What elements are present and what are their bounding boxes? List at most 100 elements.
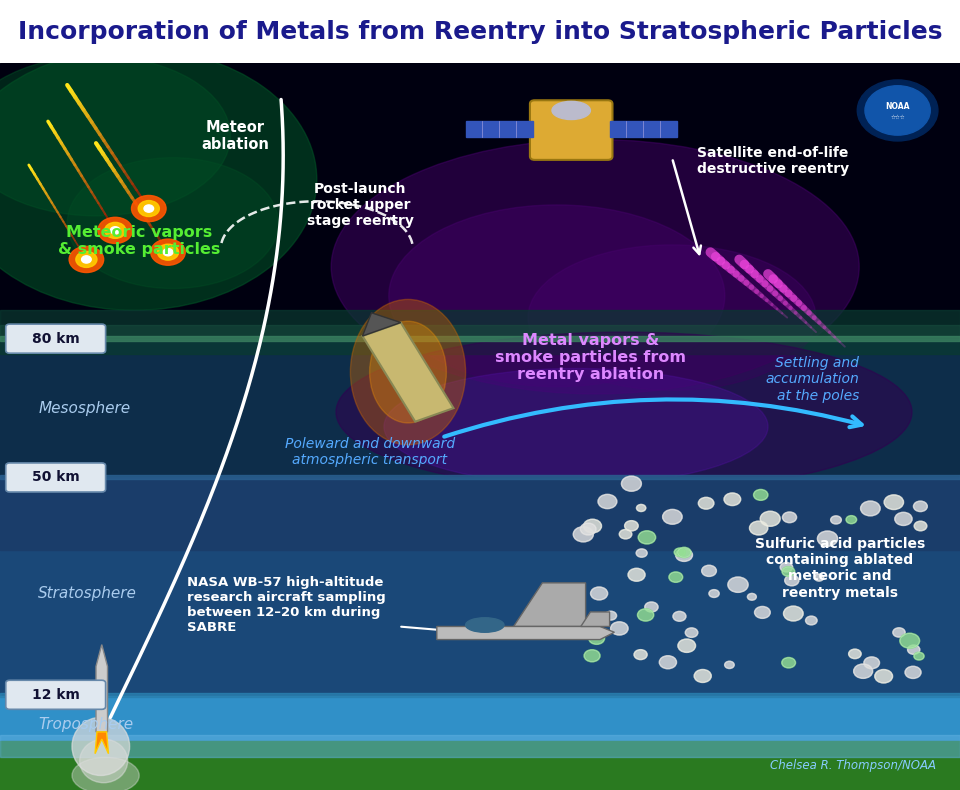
Circle shape — [748, 593, 756, 600]
Circle shape — [676, 548, 692, 562]
Circle shape — [637, 609, 654, 621]
Text: NASA WB-57 high-altitude
research aircraft sampling
between 12–20 km during
SABR: NASA WB-57 high-altitude research aircra… — [187, 576, 386, 634]
Text: Stratosphere: Stratosphere — [38, 586, 137, 601]
Circle shape — [914, 521, 926, 531]
Circle shape — [865, 86, 930, 135]
Circle shape — [782, 566, 795, 577]
Circle shape — [780, 562, 793, 572]
Bar — [0, 693, 960, 697]
Circle shape — [645, 602, 659, 612]
Bar — [0, 735, 960, 758]
Bar — [0, 325, 960, 340]
Text: Settling and
accumulation
at the poles: Settling and accumulation at the poles — [765, 356, 859, 403]
Circle shape — [914, 521, 926, 531]
Bar — [0, 695, 960, 743]
Ellipse shape — [0, 49, 317, 310]
Circle shape — [914, 501, 927, 512]
Circle shape — [638, 531, 656, 544]
Text: Chelsea R. Thompson/NOAA: Chelsea R. Thompson/NOAA — [770, 759, 936, 772]
Circle shape — [69, 246, 104, 273]
Circle shape — [637, 609, 654, 621]
Ellipse shape — [384, 368, 768, 485]
Circle shape — [611, 622, 628, 635]
Circle shape — [163, 249, 173, 256]
Bar — [466, 122, 533, 137]
Ellipse shape — [72, 717, 130, 776]
Bar — [0, 337, 960, 340]
Circle shape — [914, 653, 924, 660]
Text: Mesosphere: Mesosphere — [38, 401, 131, 416]
Circle shape — [584, 519, 602, 533]
Circle shape — [636, 549, 647, 557]
Circle shape — [132, 195, 166, 222]
Circle shape — [853, 664, 873, 679]
Bar — [0, 310, 960, 354]
Circle shape — [817, 531, 838, 546]
Ellipse shape — [389, 205, 725, 386]
Circle shape — [830, 516, 841, 524]
Circle shape — [860, 501, 880, 516]
Circle shape — [817, 531, 838, 546]
Circle shape — [900, 634, 920, 649]
Bar — [0, 475, 960, 479]
Text: Meteor
ablation: Meteor ablation — [202, 119, 269, 152]
Bar — [610, 122, 677, 137]
Ellipse shape — [370, 322, 446, 423]
Circle shape — [849, 649, 861, 659]
Circle shape — [754, 490, 768, 500]
Ellipse shape — [67, 158, 278, 288]
Circle shape — [781, 657, 796, 668]
Circle shape — [144, 205, 154, 213]
Circle shape — [660, 656, 677, 669]
Circle shape — [580, 523, 596, 535]
Ellipse shape — [331, 140, 859, 394]
Ellipse shape — [80, 739, 128, 783]
Circle shape — [673, 611, 686, 621]
Circle shape — [76, 251, 97, 268]
Circle shape — [750, 521, 768, 535]
Ellipse shape — [528, 245, 816, 390]
Circle shape — [860, 501, 880, 516]
FancyBboxPatch shape — [530, 100, 612, 160]
Circle shape — [611, 622, 628, 635]
Circle shape — [782, 566, 795, 577]
Circle shape — [755, 607, 770, 619]
Text: Metal vapors &
smoke particles from
reentry ablation: Metal vapors & smoke particles from reen… — [495, 333, 685, 382]
Polygon shape — [437, 626, 614, 640]
Circle shape — [605, 611, 616, 620]
Circle shape — [780, 562, 793, 572]
Circle shape — [907, 645, 920, 654]
Circle shape — [895, 513, 912, 525]
Bar — [0, 477, 960, 550]
Text: ☆☆☆: ☆☆☆ — [890, 115, 905, 120]
Circle shape — [636, 505, 646, 511]
Circle shape — [857, 80, 938, 141]
Circle shape — [830, 516, 841, 524]
Circle shape — [864, 657, 879, 669]
Circle shape — [783, 606, 804, 621]
Circle shape — [584, 649, 600, 662]
Polygon shape — [363, 313, 400, 336]
Text: Poleward and downward
atmospheric transport: Poleward and downward atmospheric transp… — [284, 437, 455, 467]
Circle shape — [784, 575, 799, 586]
Circle shape — [625, 521, 638, 531]
Circle shape — [698, 498, 714, 509]
Circle shape — [636, 549, 647, 557]
Circle shape — [157, 244, 179, 260]
Circle shape — [805, 616, 817, 625]
Polygon shape — [581, 612, 610, 626]
Circle shape — [573, 527, 593, 542]
Circle shape — [619, 529, 632, 539]
Circle shape — [814, 574, 824, 581]
FancyBboxPatch shape — [6, 680, 106, 709]
Circle shape — [708, 589, 719, 597]
Circle shape — [805, 616, 817, 625]
FancyBboxPatch shape — [6, 463, 106, 492]
Circle shape — [685, 628, 698, 638]
Polygon shape — [363, 322, 453, 422]
Circle shape — [638, 531, 656, 544]
Circle shape — [784, 575, 799, 586]
Circle shape — [782, 512, 797, 523]
Circle shape — [621, 476, 641, 491]
Circle shape — [590, 587, 608, 600]
